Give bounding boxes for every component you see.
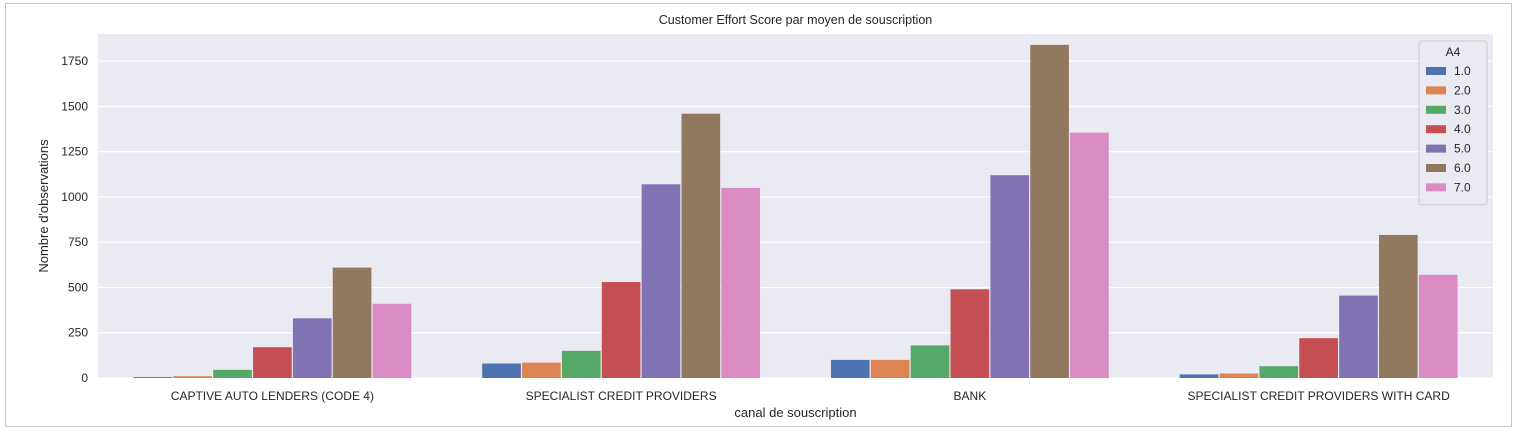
bars	[133, 44, 1458, 379]
bar	[910, 345, 950, 378]
bar	[870, 359, 910, 378]
chart-title: Customer Effort Score par moyen de sousc…	[659, 13, 933, 27]
bar	[1030, 44, 1069, 378]
legend-label: 6.0	[1454, 161, 1471, 175]
legend-box	[1418, 40, 1488, 206]
bar	[1299, 338, 1338, 378]
legend-label: 1.0	[1454, 64, 1471, 78]
legend-title: A4	[1446, 45, 1461, 59]
x-tick-label: SPECIALIST CREDIT PROVIDERS	[526, 389, 717, 403]
x-tick-label: CAPTIVE AUTO LENDERS (CODE 4)	[171, 389, 374, 403]
bar	[1339, 295, 1378, 378]
bar	[1070, 132, 1109, 378]
bar	[173, 376, 212, 378]
legend-swatch	[1426, 164, 1446, 172]
bar	[133, 377, 173, 378]
legend-swatch	[1426, 86, 1446, 95]
y-axis: 0 250 500 750 1000 1250 1500 1750	[61, 54, 88, 385]
legend-swatch	[1426, 144, 1446, 153]
bar	[990, 175, 1030, 378]
legend-label: 7.0	[1454, 180, 1471, 194]
legend-swatch	[1426, 67, 1446, 75]
legend-swatch	[1426, 105, 1446, 114]
bar	[372, 303, 412, 378]
x-axis: CAPTIVE AUTO LENDERS (CODE 4) SPECIALIST …	[171, 389, 1450, 403]
legend-label: 4.0	[1454, 122, 1471, 136]
x-axis-label: canal de souscription	[734, 405, 856, 420]
bar	[213, 369, 252, 378]
y-tick-label: 1250	[61, 145, 88, 159]
x-tick-label: BANK	[954, 389, 987, 403]
bar	[561, 350, 601, 378]
bar	[950, 289, 990, 378]
bar	[482, 363, 521, 378]
bar	[830, 359, 870, 378]
legend: A4 1.0 2.0 3.0 4.0 5.0 6.0 7.0	[1418, 40, 1488, 206]
legend-label: 2.0	[1454, 83, 1471, 97]
legend-label: 3.0	[1454, 103, 1471, 117]
bar	[292, 318, 332, 378]
bar	[601, 282, 641, 378]
y-axis-label: Nombre d'observations	[36, 139, 51, 273]
y-tick-label: 1000	[61, 190, 88, 204]
bar	[681, 113, 721, 379]
bar	[641, 184, 681, 378]
bar	[253, 347, 292, 378]
y-tick-label: 0	[81, 371, 88, 385]
y-tick-label: 500	[68, 280, 88, 294]
bar	[1418, 274, 1458, 378]
bar	[1379, 234, 1418, 378]
y-tick-label: 750	[68, 235, 88, 249]
bar	[1259, 366, 1299, 378]
bar	[332, 267, 372, 378]
x-tick-label: SPECIALIST CREDIT PROVIDERS WITH CARD	[1187, 389, 1450, 403]
y-tick-label: 1500	[61, 99, 88, 113]
legend-items: 1.0 2.0 3.0 4.0 5.0 6.0 7.0	[1426, 64, 1471, 194]
legend-swatch	[1426, 125, 1446, 134]
y-tick-label: 250	[68, 326, 88, 340]
bar	[1179, 374, 1219, 378]
legend-label: 5.0	[1454, 142, 1471, 156]
bar	[522, 362, 561, 378]
legend-swatch	[1426, 183, 1446, 192]
bar	[721, 187, 761, 378]
y-tick-label: 1750	[61, 54, 88, 68]
bar	[1219, 373, 1259, 378]
